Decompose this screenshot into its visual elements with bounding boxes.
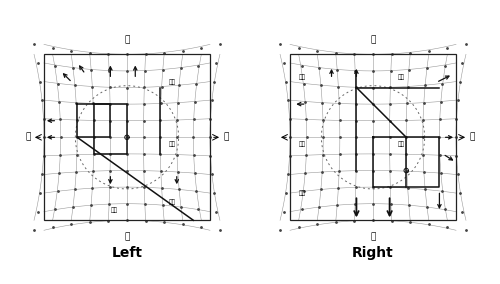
Text: 外: 外 — [26, 133, 30, 142]
Text: 下斜: 下斜 — [110, 207, 117, 213]
Text: 上斜: 上斜 — [168, 80, 175, 85]
Text: 上斜: 上斜 — [298, 191, 306, 197]
Text: 内: 内 — [224, 133, 228, 142]
Text: 下斜: 下斜 — [298, 75, 306, 80]
Text: 下: 下 — [124, 232, 130, 241]
Text: 上: 上 — [124, 35, 130, 44]
Text: 下斜: 下斜 — [168, 199, 175, 205]
Bar — [290, 54, 456, 220]
Text: 下: 下 — [370, 232, 376, 241]
Text: 外: 外 — [470, 133, 474, 142]
Text: 内直: 内直 — [168, 141, 175, 147]
Text: Left: Left — [112, 246, 142, 260]
Text: 上: 上 — [370, 35, 376, 44]
Bar — [44, 54, 210, 220]
Text: Right: Right — [352, 246, 394, 260]
Text: 内直: 内直 — [298, 141, 306, 147]
Text: 上斜: 上斜 — [398, 75, 405, 80]
Text: 内直: 内直 — [398, 141, 405, 147]
